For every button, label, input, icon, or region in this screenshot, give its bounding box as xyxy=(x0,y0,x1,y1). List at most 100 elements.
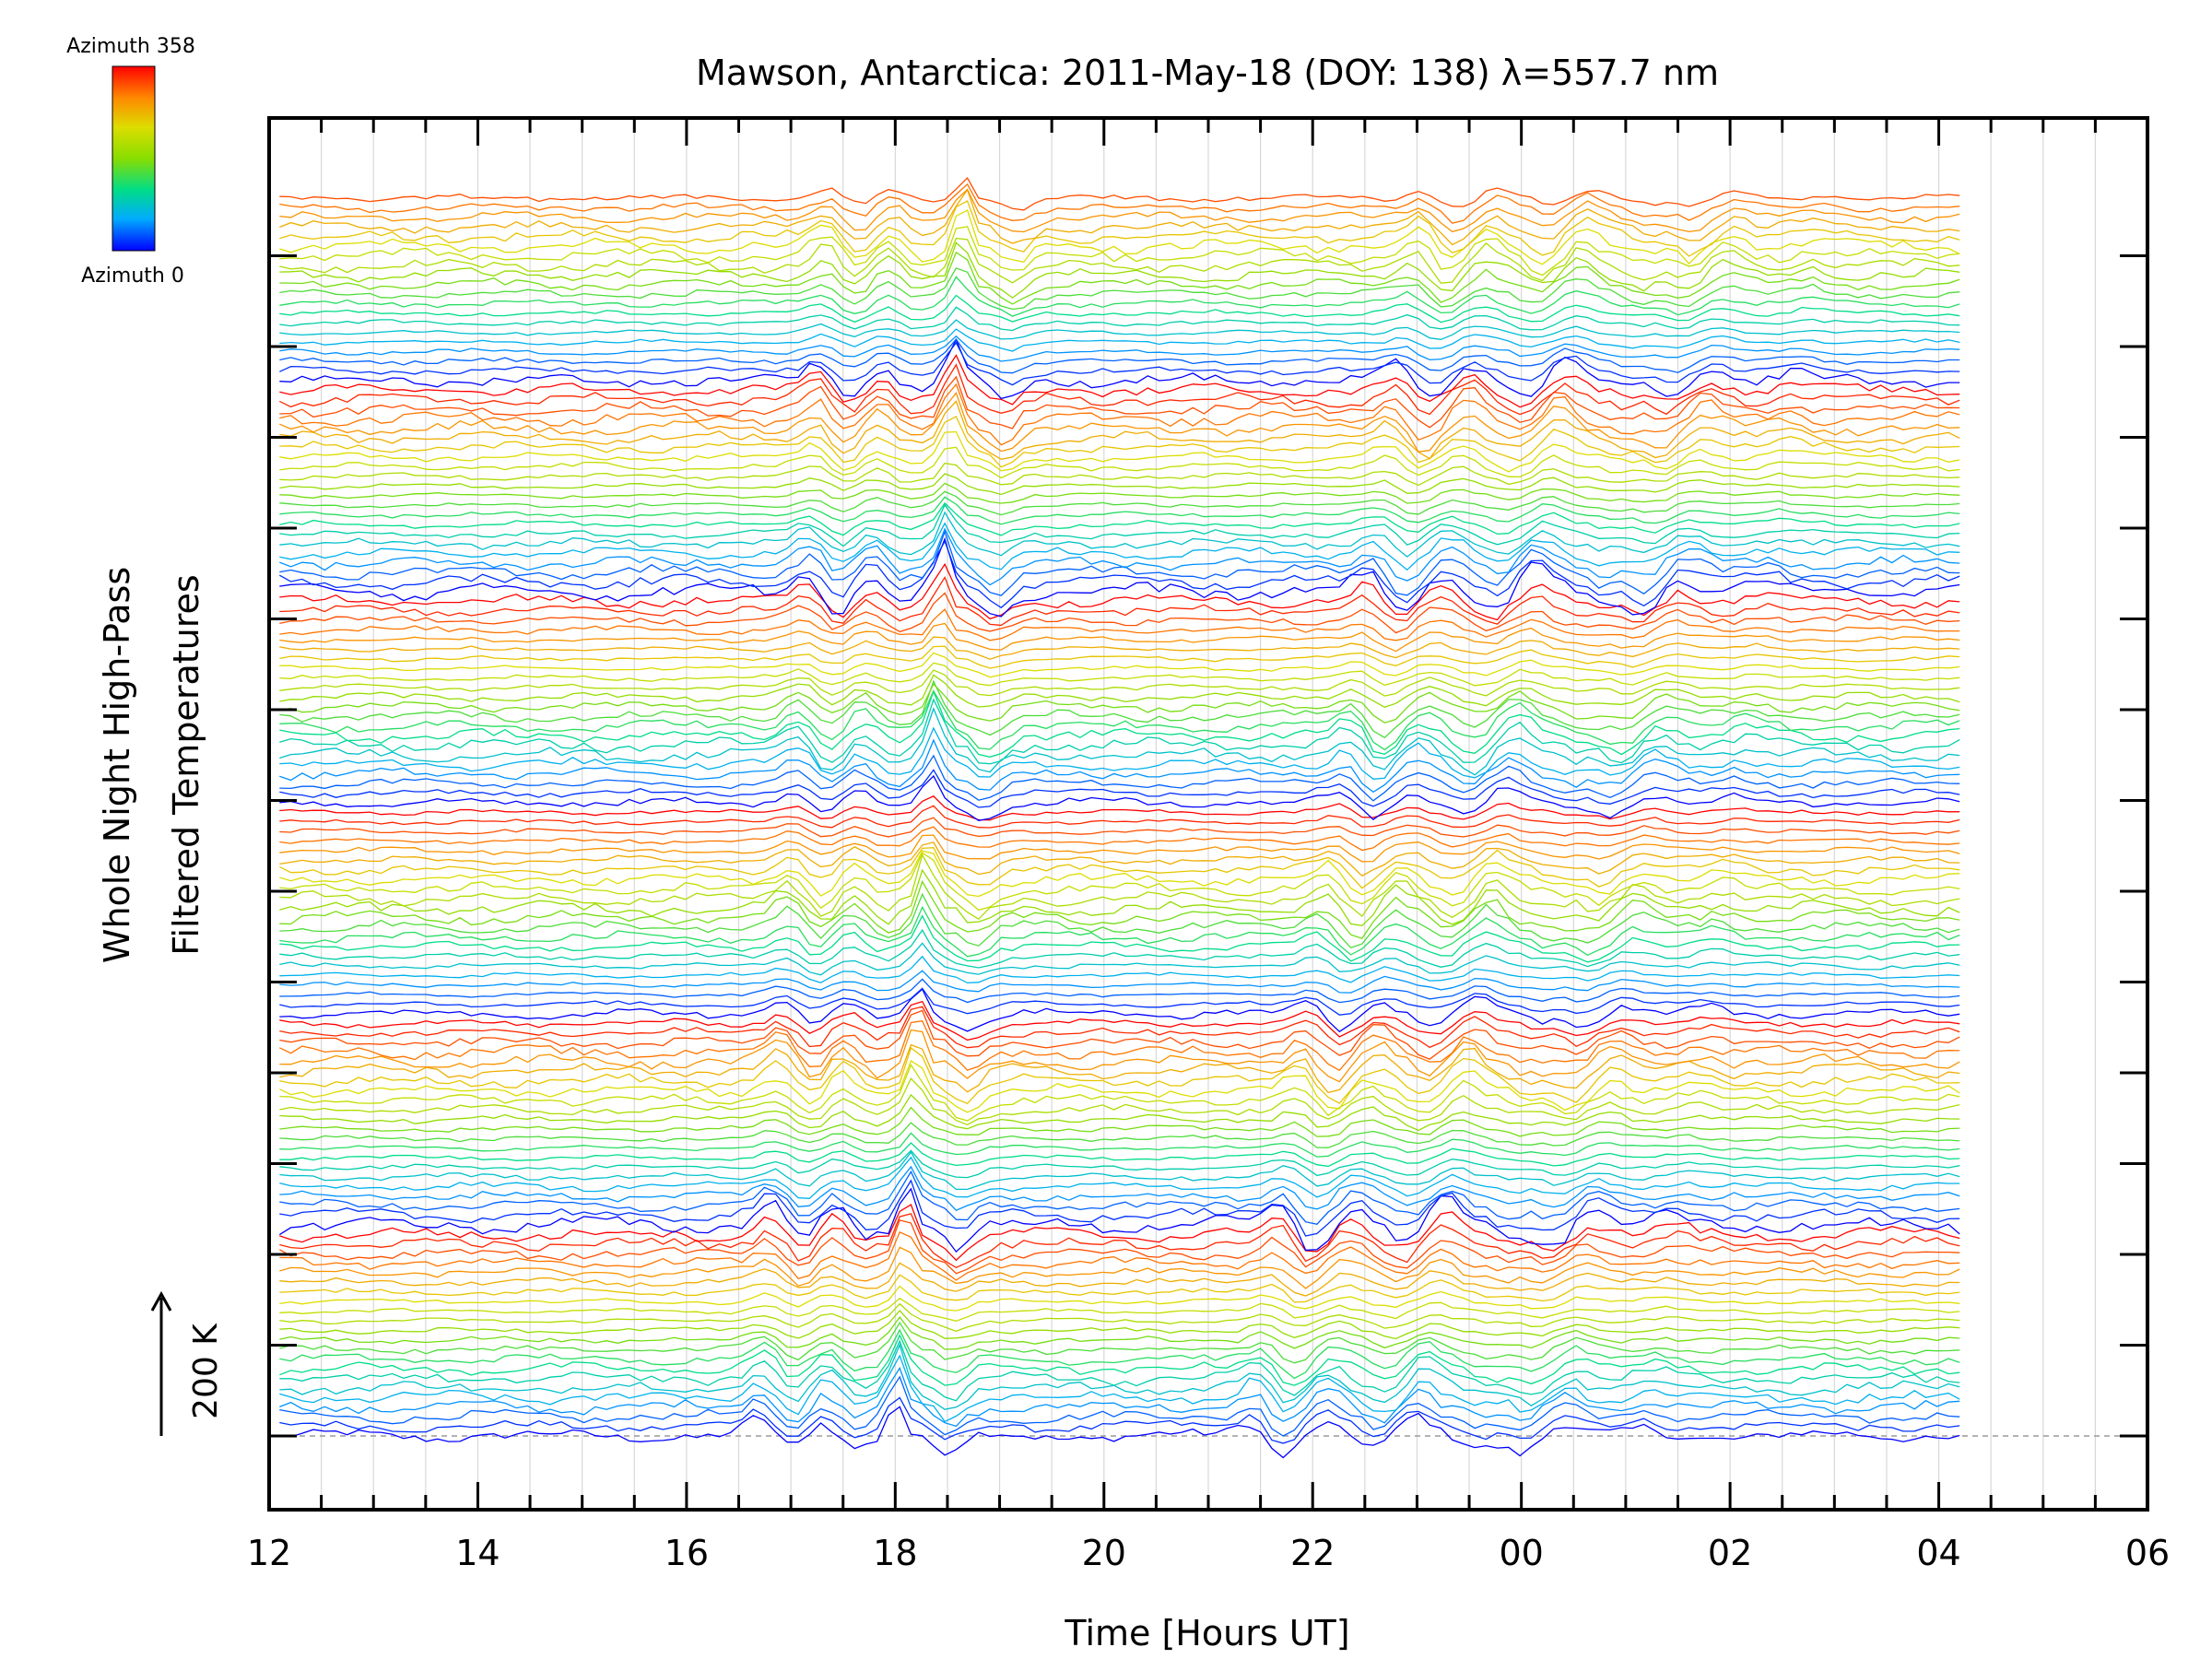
series-line xyxy=(279,852,1960,912)
series-line xyxy=(279,1321,1960,1364)
series-line xyxy=(279,928,1960,969)
series-line xyxy=(279,914,1960,963)
series-line xyxy=(279,1213,1960,1269)
series-line xyxy=(279,1354,1960,1423)
series-line xyxy=(279,1285,1960,1312)
series-line xyxy=(279,795,1960,821)
y-axis-label-line1: Whole Night High-Pass xyxy=(97,567,137,963)
series-line xyxy=(279,652,1960,678)
series-line xyxy=(279,592,1960,634)
series-line xyxy=(278,539,1960,609)
series-line xyxy=(279,527,1960,586)
x-tick-label: 18 xyxy=(873,1533,917,1573)
series-line xyxy=(279,416,1960,468)
series-line xyxy=(279,608,1960,641)
series-line xyxy=(279,1009,1960,1060)
series-line xyxy=(279,328,1960,352)
series-line xyxy=(279,868,1960,926)
series-line xyxy=(279,462,1960,487)
series-line xyxy=(279,834,1960,863)
series-line xyxy=(279,698,1960,765)
series-line xyxy=(279,1170,1960,1226)
series-line xyxy=(279,1006,1960,1049)
series-line xyxy=(279,622,1960,653)
series-line xyxy=(279,482,1960,504)
series-line xyxy=(279,529,1960,596)
colorbar xyxy=(112,65,156,252)
series-line xyxy=(279,978,1960,1004)
series-line xyxy=(279,662,1960,687)
series-line xyxy=(279,338,1960,374)
series-line xyxy=(279,987,1960,1016)
series-line xyxy=(279,1262,1960,1297)
series-line xyxy=(279,1019,1960,1072)
series-line xyxy=(279,707,1960,776)
series-line xyxy=(279,536,1960,618)
series-line xyxy=(279,679,1960,739)
series-line xyxy=(279,1316,1960,1350)
series-line xyxy=(279,970,1960,994)
series-line xyxy=(279,1122,1960,1148)
series-line xyxy=(279,645,1960,669)
series-line xyxy=(279,905,1960,958)
x-tick-label: 04 xyxy=(1916,1533,1960,1573)
x-tick-labels: 12 14 16 18 20 22 00 02 04 06 xyxy=(247,1533,2170,1573)
series-line xyxy=(278,1187,1960,1253)
series-line xyxy=(279,636,1960,660)
series-line xyxy=(279,1310,1960,1340)
series-line xyxy=(279,177,1960,211)
series-line xyxy=(279,354,1960,408)
series-line xyxy=(279,1060,1960,1113)
series-line xyxy=(279,1156,1960,1199)
series-line xyxy=(279,1093,1960,1132)
series-lines xyxy=(278,177,1960,1459)
series-line xyxy=(279,805,1960,829)
series-line xyxy=(279,306,1960,332)
series-line xyxy=(279,1231,1960,1281)
series-line xyxy=(279,841,1960,877)
x-axis-label: Time [Hours UT] xyxy=(1064,1613,1349,1653)
series-line xyxy=(279,1328,1960,1380)
series-line xyxy=(279,1043,1960,1094)
series-line xyxy=(279,1165,1960,1211)
series-line xyxy=(279,575,1960,627)
series-line xyxy=(279,1204,1960,1262)
series-line xyxy=(279,850,1960,898)
series-line xyxy=(279,826,1960,852)
series-line xyxy=(279,337,1960,400)
series-line xyxy=(279,1149,1960,1179)
colorbar-bottom-label: Azimuth 0 xyxy=(81,265,184,288)
series-line xyxy=(279,1274,1960,1303)
series-line xyxy=(279,1297,1960,1322)
series-line xyxy=(279,988,1960,1033)
series-line xyxy=(279,400,1960,460)
series-line xyxy=(279,251,1960,305)
series-line xyxy=(279,496,1960,525)
series-line xyxy=(279,1046,1960,1105)
series-line xyxy=(279,294,1960,324)
chart-title: Mawson, Antarctica: 2011-May-18 (DOY: 13… xyxy=(696,53,1719,93)
series-line xyxy=(279,689,1960,751)
series-line xyxy=(279,200,1960,257)
series-line xyxy=(279,1063,1960,1122)
series-line xyxy=(279,522,1960,571)
series-line xyxy=(279,1142,1960,1168)
series-line xyxy=(279,1406,1960,1459)
series-line xyxy=(279,319,1960,340)
series-line xyxy=(279,241,1960,299)
series-line xyxy=(279,237,1960,284)
series-line xyxy=(279,562,1960,621)
x-tick-label: 14 xyxy=(455,1533,500,1573)
series-line xyxy=(279,501,1960,536)
scale-arrow-head xyxy=(150,1290,172,1312)
series-line xyxy=(279,817,1960,838)
colorbar-top-label: Azimuth 358 xyxy=(66,35,195,58)
series-line xyxy=(279,674,1960,709)
x-tick-label: 22 xyxy=(1290,1533,1335,1573)
series-line xyxy=(279,188,1960,246)
series-line xyxy=(279,1396,1960,1444)
series-line xyxy=(279,226,1960,276)
series-line xyxy=(279,754,1960,802)
series-line xyxy=(279,1339,1960,1402)
